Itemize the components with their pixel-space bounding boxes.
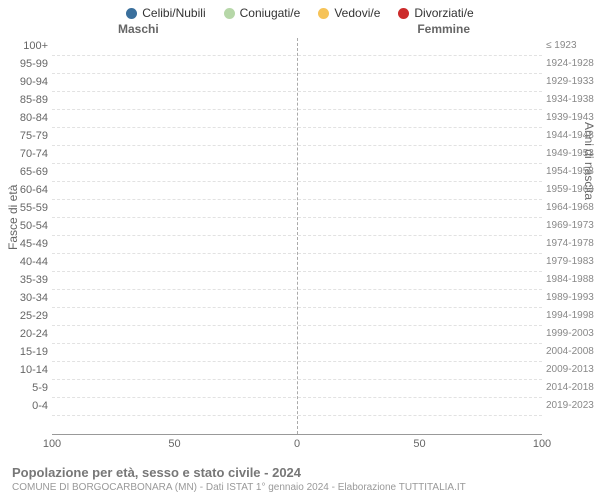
age-label: 5-9	[4, 382, 48, 394]
age-row: 10-142009-2013	[52, 362, 542, 380]
age-row: 85-891934-1938	[52, 92, 542, 110]
birth-year-label: 1979-1983	[546, 256, 600, 267]
legend-swatch	[398, 8, 409, 19]
age-label: 10-14	[4, 364, 48, 376]
legend-item: Celibi/Nubili	[126, 6, 205, 20]
col-male: Maschi	[118, 22, 159, 36]
age-label: 55-59	[4, 202, 48, 214]
age-row: 95-991924-1928	[52, 56, 542, 74]
legend-label: Celibi/Nubili	[142, 6, 205, 20]
legend: Celibi/Nubili Coniugati/e Vedovi/e Divorzia…	[0, 0, 600, 22]
legend-swatch	[224, 8, 235, 19]
age-row: 40-441979-1983	[52, 254, 542, 272]
x-tick: 100	[533, 438, 551, 450]
age-row: 65-691954-1958	[52, 164, 542, 182]
birth-year-label: 1924-1928	[546, 58, 600, 69]
age-label: 25-29	[4, 310, 48, 322]
age-row: 80-841939-1943	[52, 110, 542, 128]
age-row: 75-791944-1948	[52, 128, 542, 146]
age-label: 75-79	[4, 130, 48, 142]
birth-year-label: 1929-1933	[546, 76, 600, 87]
age-row: 0-42019-2023	[52, 398, 542, 416]
population-pyramid-chart: { "legend": [ {"label":"Celibi/Nubili","…	[0, 0, 600, 500]
age-label: 60-64	[4, 184, 48, 196]
birth-year-label: 1989-1993	[546, 292, 600, 303]
column-headers: Maschi Femmine	[0, 22, 600, 38]
age-label: 65-69	[4, 166, 48, 178]
legend-item: Divorziati/e	[398, 6, 473, 20]
chart-title: Popolazione per età, sesso e stato civil…	[12, 465, 588, 480]
x-tick: 50	[413, 438, 425, 450]
age-row: 35-391984-1988	[52, 272, 542, 290]
legend-item: Vedovi/e	[318, 6, 380, 20]
age-row: 90-941929-1933	[52, 74, 542, 92]
birth-year-label: 1984-1988	[546, 274, 600, 285]
age-row: 50-541969-1973	[52, 218, 542, 236]
x-tick: 0	[294, 438, 300, 450]
legend-swatch	[318, 8, 329, 19]
birth-year-label: 1949-1953	[546, 148, 600, 159]
age-row: 55-591964-1968	[52, 200, 542, 218]
age-row: 5-92014-2018	[52, 380, 542, 398]
age-label: 95-99	[4, 58, 48, 70]
age-row: 60-641959-1963	[52, 182, 542, 200]
birth-year-label: 2009-2013	[546, 364, 600, 375]
age-label: 35-39	[4, 274, 48, 286]
birth-year-label: 1934-1938	[546, 94, 600, 105]
birth-year-label: 1954-1958	[546, 166, 600, 177]
age-row: 25-291994-1998	[52, 308, 542, 326]
x-tick: 50	[168, 438, 180, 450]
age-label: 30-34	[4, 292, 48, 304]
chart-source: COMUNE DI BORGOCARBONARA (MN) - Dati IST…	[12, 482, 588, 493]
birth-year-label: 1969-1973	[546, 220, 600, 231]
age-label: 85-89	[4, 94, 48, 106]
birth-year-label: 2004-2008	[546, 346, 600, 357]
birth-year-label: 1959-1963	[546, 184, 600, 195]
birth-year-label: 2019-2023	[546, 400, 600, 411]
age-row: 100+≤ 1923	[52, 38, 542, 56]
age-row: 30-341989-1993	[52, 290, 542, 308]
age-row: 45-491974-1978	[52, 236, 542, 254]
age-label: 40-44	[4, 256, 48, 268]
col-female: Femmine	[417, 22, 470, 36]
legend-label: Coniugati/e	[240, 6, 301, 20]
birth-year-label: 2014-2018	[546, 382, 600, 393]
legend-label: Vedovi/e	[334, 6, 380, 20]
birth-year-label: 1994-1998	[546, 310, 600, 321]
age-label: 100+	[4, 40, 48, 52]
chart-footer: Popolazione per età, sesso e stato civil…	[0, 457, 600, 493]
age-label: 80-84	[4, 112, 48, 124]
birth-year-label: ≤ 1923	[546, 40, 600, 51]
age-label: 20-24	[4, 328, 48, 340]
legend-label: Divorziati/e	[414, 6, 473, 20]
birth-year-label: 1999-2003	[546, 328, 600, 339]
legend-swatch	[126, 8, 137, 19]
birth-year-label: 1974-1978	[546, 238, 600, 249]
birth-year-label: 1939-1943	[546, 112, 600, 123]
pyramid-plot-area: 100+≤ 192395-991924-192890-941929-193385…	[52, 38, 542, 434]
age-label: 15-19	[4, 346, 48, 358]
age-label: 90-94	[4, 76, 48, 88]
age-label: 45-49	[4, 238, 48, 250]
x-tick: 100	[43, 438, 61, 450]
age-label: 0-4	[4, 400, 48, 412]
legend-item: Coniugati/e	[224, 6, 301, 20]
age-row: 15-192004-2008	[52, 344, 542, 362]
age-label: 50-54	[4, 220, 48, 232]
birth-year-label: 1944-1948	[546, 130, 600, 141]
age-row: 20-241999-2003	[52, 326, 542, 344]
x-axis: 10050050100	[52, 434, 542, 457]
birth-year-label: 1964-1968	[546, 202, 600, 213]
age-row: 70-741949-1953	[52, 146, 542, 164]
age-label: 70-74	[4, 148, 48, 160]
